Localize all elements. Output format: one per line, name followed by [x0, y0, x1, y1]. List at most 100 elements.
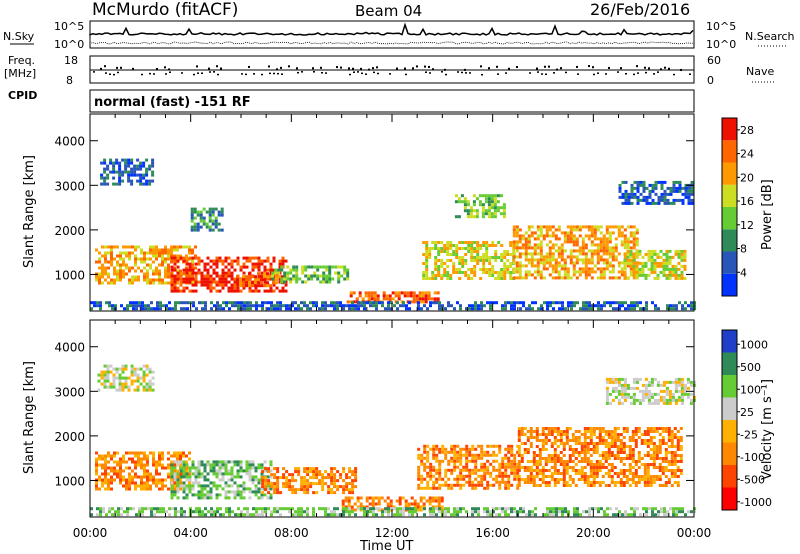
heatmap-cell [176, 463, 180, 467]
heatmap-cell [480, 447, 484, 451]
heatmap-cell [667, 478, 671, 481]
heatmap-cell [134, 460, 137, 464]
heatmap-cell [530, 258, 534, 262]
heatmap-cell [650, 395, 654, 399]
heatmap-cell [310, 277, 314, 281]
heatmap-cell [640, 433, 644, 436]
heatmap-cell [502, 212, 506, 216]
heatmap-cell [347, 505, 351, 509]
heatmap-cell [113, 281, 116, 285]
station-title: McMurdo (fitACF) [92, 0, 238, 20]
heatmap-cell [560, 252, 564, 256]
heatmap-cell [503, 268, 507, 271]
heatmap-cell [215, 487, 219, 491]
heatmap-cell [209, 286, 213, 290]
heatmap-cell [197, 475, 201, 479]
heatmap-cell [467, 268, 471, 271]
heatmap-cell [471, 468, 475, 472]
heatmap-cell [167, 269, 170, 273]
heatmap-cell [425, 259, 429, 262]
heatmap-cell [441, 304, 444, 308]
heatmap-cell [148, 388, 152, 392]
heatmap-cell [322, 280, 326, 284]
heatmap-cell [416, 505, 420, 509]
heatmap-cell [251, 275, 254, 279]
heatmap-cell [239, 493, 243, 497]
heatmap-cell [438, 450, 442, 454]
heatmap-cell [173, 463, 176, 467]
heatmap-cell [144, 304, 147, 308]
heatmap-cell [667, 439, 671, 442]
heatmap-cell [185, 463, 189, 467]
heatmap-cell [156, 307, 159, 311]
heatmap-cell [176, 481, 180, 485]
heatmap-cell [249, 304, 252, 308]
heatmap-cell [624, 301, 627, 305]
heatmap-cell [590, 270, 594, 274]
heatmap-cell [653, 377, 657, 381]
heatmap-cell [550, 445, 554, 448]
heatmap-cell [680, 270, 684, 274]
heatmap-cell [447, 450, 451, 454]
heatmap-cell [494, 256, 498, 259]
heatmap-cell [675, 304, 678, 308]
heatmap-cell [518, 270, 522, 274]
heatmap-cell [641, 264, 645, 268]
heatmap-cell [458, 262, 462, 265]
heatmap-cell [95, 466, 98, 470]
heatmap-cell [671, 270, 675, 274]
heatmap-cell [202, 216, 206, 220]
heatmap-cell [195, 510, 198, 514]
heatmap-cell [551, 246, 555, 250]
heatmap-cell [429, 462, 433, 466]
heatmap-cell [125, 263, 128, 267]
heatmap-cell [521, 276, 525, 280]
heatmap-cell [536, 273, 540, 277]
heatmap-cell [434, 241, 438, 244]
heatmap-cell [564, 307, 567, 311]
heatmap-cell [605, 225, 609, 229]
heatmap-cell [438, 471, 442, 475]
heatmap-cell [607, 472, 611, 475]
heatmap-cell [632, 270, 636, 274]
heatmap-cell [185, 454, 188, 458]
heatmap-cell [622, 463, 626, 466]
heatmap-cell [295, 268, 299, 272]
heatmap-cell [209, 487, 213, 491]
heatmap-cell [512, 276, 516, 280]
heatmap-cell [676, 475, 680, 478]
heatmap-cell [471, 444, 475, 448]
heatmap-cell [574, 430, 578, 433]
heatmap-cell [330, 304, 333, 308]
heatmap-cell [571, 466, 575, 469]
heatmap-cell [689, 392, 693, 396]
heatmap-cell [128, 457, 131, 461]
heatmap-cell [634, 484, 638, 487]
heatmap-cell [655, 451, 659, 454]
heatmap-cell [291, 473, 295, 477]
freq-point [196, 65, 198, 68]
heatmap-cell [242, 484, 246, 488]
heatmap-cell [583, 436, 587, 439]
heatmap-cell [529, 445, 533, 448]
heatmap-cell [208, 216, 212, 220]
heatmap-cell [138, 513, 141, 517]
heatmap-cell [146, 484, 149, 488]
heatmap-cell [631, 460, 635, 463]
heatmap-cell [577, 454, 581, 457]
heatmap-cell [280, 280, 284, 284]
heatmap-cell [496, 206, 500, 210]
heatmap-cell [374, 502, 378, 506]
heatmap-cell [351, 488, 355, 492]
heatmap-cell [532, 478, 536, 481]
heatmap-cell [640, 463, 644, 466]
heatmap-cell [134, 254, 137, 258]
heatmap-cell [188, 478, 192, 482]
heatmap-cell [599, 273, 603, 277]
heatmap-cell [532, 469, 536, 472]
heatmap-cell [557, 270, 561, 274]
heatmap-cell [191, 289, 195, 293]
heatmap-cell [358, 291, 362, 295]
heatmap-cell [446, 277, 450, 280]
heatmap-cell [196, 228, 200, 232]
